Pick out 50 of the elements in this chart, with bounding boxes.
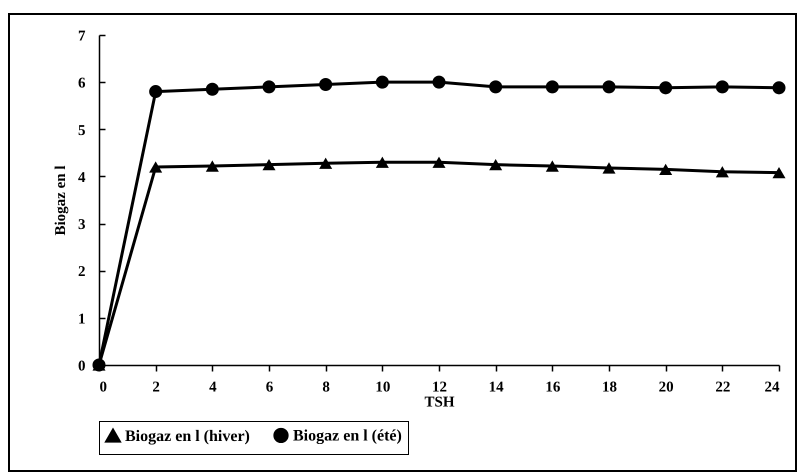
y-tick-label: 4	[78, 170, 86, 186]
point	[376, 76, 389, 89]
x-axis-title: TSH	[424, 394, 455, 410]
point	[489, 80, 502, 94]
legend-label: Biogaz en l (été)	[293, 427, 402, 444]
point	[432, 156, 446, 168]
y-tick-label: 6	[78, 76, 86, 92]
x-tick-label: 8	[322, 380, 330, 396]
y-tick-label: 0	[78, 358, 86, 374]
x-tick-label: 4	[209, 380, 218, 396]
x-tick-label: 14	[488, 380, 504, 396]
legend-label: Biogaz en l (hiver)	[125, 428, 250, 445]
point	[716, 80, 729, 94]
x-tick-label: 2	[152, 380, 160, 396]
y-tick-label: 7	[78, 28, 86, 44]
point	[206, 160, 219, 172]
point	[206, 82, 219, 96]
point	[772, 167, 786, 178]
x-tick-label: 6	[266, 380, 274, 396]
point	[262, 80, 276, 94]
y-tick-label: 2	[78, 264, 86, 280]
point	[602, 162, 616, 174]
y-tick-label: 1	[78, 311, 86, 328]
y-tick-label: 5	[78, 122, 86, 139]
point	[489, 158, 502, 170]
point	[376, 156, 389, 168]
x-tick-label: 0	[100, 380, 107, 396]
x-tick-label: 16	[545, 380, 561, 396]
x-tick-label: 20	[658, 380, 674, 396]
x-tick-label: 18	[602, 380, 617, 396]
point	[319, 78, 332, 92]
point	[659, 164, 672, 176]
y-tick-label: 3	[78, 217, 86, 234]
point	[432, 76, 446, 89]
y-axis-title: Biogaz en l	[53, 166, 69, 236]
point	[772, 81, 786, 94]
point	[546, 160, 559, 172]
x-tick-label: 24	[764, 380, 780, 396]
point	[149, 161, 162, 173]
point	[716, 166, 729, 178]
point	[602, 80, 616, 94]
x-tick-label: 12	[432, 380, 447, 396]
point	[92, 358, 106, 372]
x-tick-label: 22	[715, 380, 730, 396]
point	[546, 80, 559, 94]
x-tick-label: 10	[375, 380, 390, 396]
point	[659, 81, 672, 94]
point	[262, 158, 276, 170]
point	[149, 85, 162, 98]
point	[319, 158, 332, 169]
